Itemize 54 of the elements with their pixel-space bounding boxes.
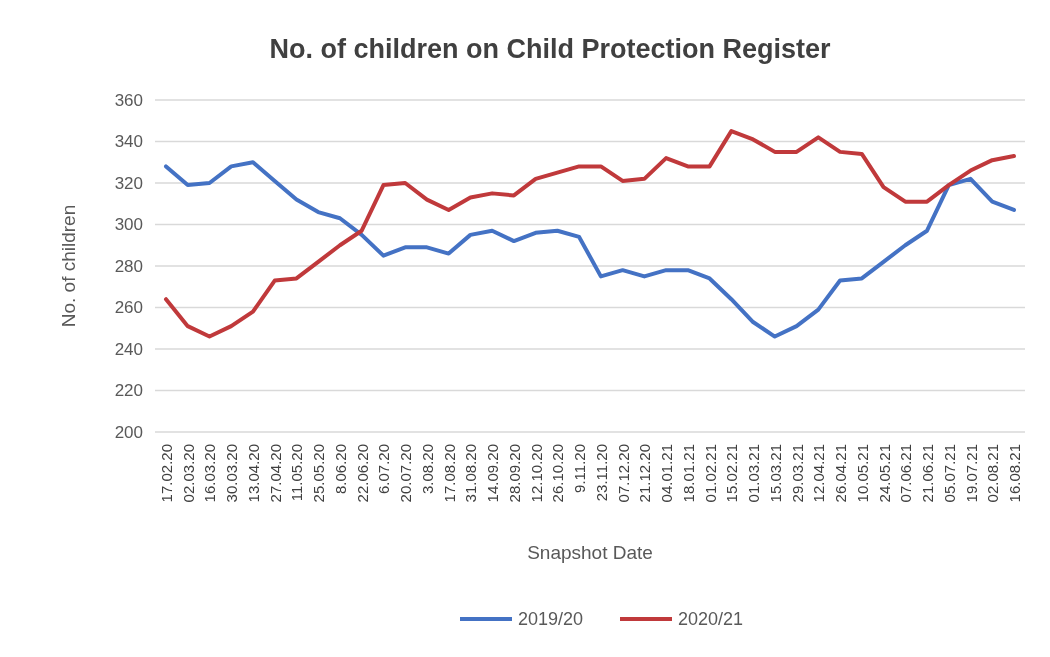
x-tick-label: 22.06.20 [353,444,371,503]
y-tick-label: 360 [114,90,143,110]
x-tick-label: 16.08.21 [1006,444,1023,503]
legend-label: 2019/20 [518,609,584,630]
x-tick-label: 28.09.20 [505,444,523,503]
x-tick-label: 24.05.21 [875,444,893,503]
x-tick-label: 01.02.21 [701,444,719,503]
x-tick-label: 27.04.20 [266,444,284,503]
x-tick-label: 19.07.21 [962,444,980,503]
x-tick-label: 6.07.20 [375,444,393,495]
x-tick-label: 12.04.21 [810,444,828,503]
x-tick-label: 8.06.20 [331,444,349,495]
x-tick-label: 9.11.20 [571,444,589,493]
y-axis-title: No. of children [58,204,79,328]
x-tick-label: 11.05.20 [288,444,306,502]
x-tick-label: 25.05.20 [310,444,328,503]
legend-label: 2020/21 [678,609,744,630]
x-tick-label: 3.08.20 [418,444,436,495]
x-axis-title: Snapshot Date [527,542,653,563]
y-tick-label: 220 [114,381,143,401]
x-tick-label: 12.10.20 [527,444,545,503]
x-tick-label: 07.06.21 [897,444,915,503]
x-tick-label: 14.09.20 [484,444,502,503]
x-tick-label: 04.01.21 [658,444,676,503]
x-tick-label: 15.02.21 [723,444,741,503]
x-tick-label: 02.03.20 [179,444,197,503]
x-tick-label: 29.03.21 [788,444,806,503]
y-tick-label: 280 [114,256,143,276]
y-tick-label: 340 [114,132,143,152]
chart-title: No. of children on Child Protection Register [269,34,831,64]
x-tick-label: 02.08.21 [984,444,1002,503]
x-tick-label: 26.04.21 [832,444,850,503]
x-tick-label: 31.08.20 [462,444,480,503]
x-tick-label: 21.12.20 [636,444,654,503]
y-tick-label: 300 [114,215,143,235]
x-tick-label: 17.02.20 [158,444,175,503]
x-tick-label: 07.12.20 [614,444,632,503]
x-tick-label: 16.03.20 [201,444,219,503]
x-tick-label: 17.08.20 [440,444,458,503]
x-tick-label: 26.10.20 [549,444,567,503]
y-tick-label: 240 [114,339,143,359]
x-tick-label: 20.07.20 [397,444,415,503]
y-tick-label: 260 [114,298,143,318]
y-tick-label: 200 [114,422,143,442]
x-tick-label: 10.05.21 [853,444,871,503]
x-tick-label: 30.03.20 [223,444,241,503]
x-tick-label: 05.07.21 [940,444,958,503]
x-tick-label: 21.06.21 [919,444,937,503]
x-tick-label: 13.04.20 [244,444,262,503]
x-tick-label: 18.01.21 [679,444,697,503]
x-tick-label: 15.03.21 [766,444,784,503]
x-tick-label: 23.11.20 [592,444,610,502]
y-tick-label: 320 [114,173,143,193]
x-tick-label: 01.03.21 [745,444,763,503]
